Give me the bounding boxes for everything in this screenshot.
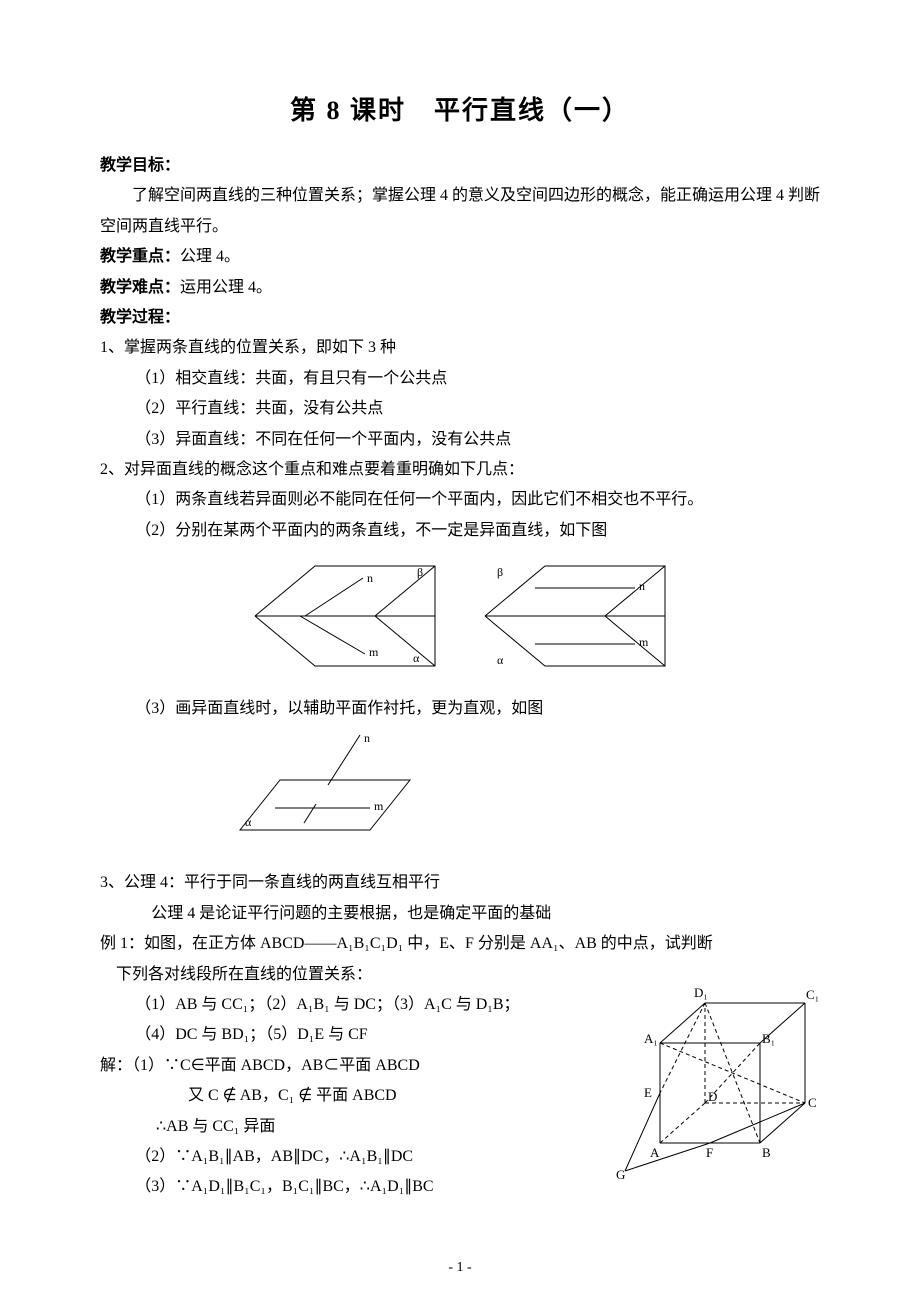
- label-B1: B₁: [762, 1031, 775, 1046]
- focus-text: 公理 4。: [180, 248, 240, 265]
- label-E: E: [644, 1085, 652, 1100]
- focus-label: 教学重点：: [100, 248, 180, 265]
- beta-label-2: β: [497, 565, 503, 579]
- item-2-2: （2）分别在某两个平面内的两条直线，不一定是异面直线，如下图: [100, 516, 820, 546]
- page-title: 第 8 课时 平行直线（一）: [100, 90, 820, 127]
- label-G: G: [616, 1167, 625, 1182]
- sol-1c: ∴AB 与 CC₁ 异面: [100, 1112, 580, 1142]
- n-label-3: n: [364, 731, 370, 745]
- item-1-1: （1）相交直线：共面，有且只有一个公共点: [100, 364, 820, 394]
- item-1-3: （3）异面直线：不同在任何一个平面内，没有公共点: [100, 425, 820, 455]
- item-2: 2、对异面直线的概念这个重点和难点要着重明确如下几点：: [100, 455, 820, 485]
- label-A: A: [650, 1145, 660, 1160]
- difficulty-text: 运用公理 4。: [180, 279, 272, 296]
- dihedral-diagram-row: β α n m β α n m: [100, 556, 820, 676]
- n-label-2: n: [639, 579, 645, 593]
- label-A1: A₁: [644, 1031, 658, 1046]
- process-label-block: 教学过程：: [100, 303, 820, 333]
- skew-diagram: α n m: [220, 730, 440, 850]
- item-3-note: 公理 4 是论证平行问题的主要根据，也是确定平面的基础: [100, 899, 820, 929]
- item-1: 1、掌握两条直线的位置关系，即如下 3 种: [100, 333, 820, 363]
- label-C1: C₁: [806, 987, 819, 1002]
- m-label: m: [369, 645, 379, 659]
- item-2-3: （3）画异面直线时，以辅助平面作衬托，更为直观，如图: [100, 694, 820, 724]
- alpha-label-2: α: [497, 653, 504, 667]
- alpha-label-3: α: [245, 815, 252, 829]
- process-label: 教学过程：: [100, 309, 180, 326]
- cube-figure: A B C D A₁ B₁ C₁ D₁ E F G: [610, 953, 820, 1188]
- goal-text: 了解空间两直线的三种位置关系；掌握公理 4 的意义及空间四边形的概念，能正确运用…: [100, 181, 820, 242]
- example-block: 例 1：如图，在正方体 ABCD——A₁B₁C₁D₁ 中，E、F 分别是 AA₁…: [100, 929, 820, 1203]
- m-label-2: m: [639, 635, 649, 649]
- label-D: D: [708, 1089, 717, 1104]
- difficulty-block: 教学难点：运用公理 4。: [100, 273, 820, 303]
- sol-3: （3）∵A₁D₁∥B₁C₁，B₁C₁∥BC，∴A₁D₁∥BC: [100, 1172, 580, 1202]
- beta-label: β: [417, 565, 423, 579]
- skew-diagram-wrap: α n m: [100, 730, 820, 850]
- focus-block: 教学重点：公理 4。: [100, 242, 820, 272]
- label-C: C: [808, 1095, 817, 1110]
- goal-block: 教学目标：: [100, 151, 820, 181]
- sol-1b: 又 C ∉ AB，C₁ ∉ 平面 ABCD: [100, 1081, 580, 1111]
- cube-svg: A B C D A₁ B₁ C₁ D₁ E F G: [610, 953, 820, 1183]
- item-3: 3、公理 4：平行于同一条直线的两直线互相平行: [100, 868, 820, 898]
- label-B: B: [762, 1145, 771, 1160]
- item-2-1: （1）两条直线若异面则必不能同在任何一个平面内，因此它们不相交也不平行。: [100, 485, 820, 515]
- solution-line-1: 解：（1）∵C∈平面 ABCD，AB⊂平面 ABCD: [100, 1051, 580, 1081]
- sol-2: （2）∵A₁B₁∥AB，AB∥DC，∴A₁B₁∥DC: [100, 1142, 580, 1172]
- m-label-3: m: [374, 799, 384, 813]
- n-label: n: [367, 571, 373, 585]
- sol-label: 解：: [100, 1057, 132, 1074]
- label-D1: D₁: [694, 985, 708, 1000]
- item-1-2: （2）平行直线：共面，没有公共点: [100, 394, 820, 424]
- difficulty-label: 教学难点：: [100, 279, 180, 296]
- ex-1: （1）AB 与 CC₁；（2）A₁B₁ 与 DC；（3）A₁C 与 D₁B；: [100, 990, 580, 1020]
- dihedral-diagram-1: β α n m: [245, 556, 445, 676]
- goal-label: 教学目标：: [100, 157, 180, 174]
- page: 第 8 课时 平行直线（一） 教学目标： 了解空间两直线的三种位置关系；掌握公理…: [0, 0, 920, 1300]
- dihedral-diagram-2: β α n m: [475, 556, 675, 676]
- ex-2: （4）DC 与 BD₁；（5）D₁E 与 CF: [100, 1020, 580, 1050]
- page-number: - 1 -: [0, 1260, 920, 1276]
- label-F: F: [706, 1145, 713, 1160]
- alpha-label: α: [413, 651, 420, 665]
- sol-1a: （1）∵C∈平面 ABCD，AB⊂平面 ABCD: [132, 1057, 420, 1074]
